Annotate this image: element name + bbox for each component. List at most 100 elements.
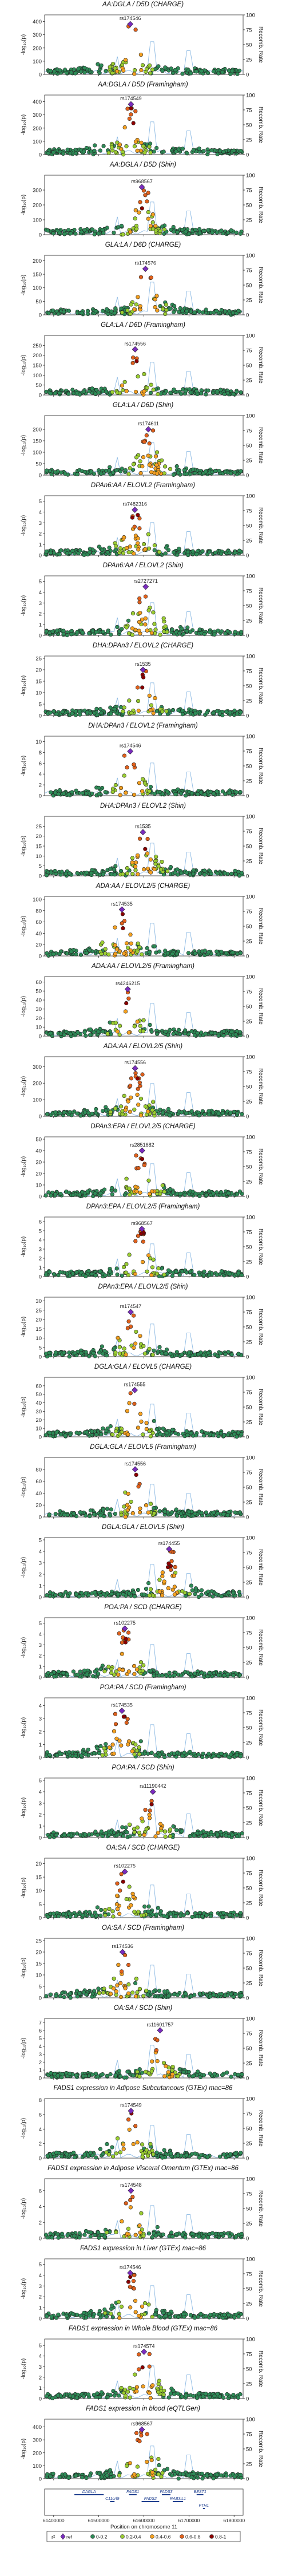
snp-point — [195, 1031, 200, 1036]
y2-tick-label: 75 — [246, 1230, 252, 1236]
y-tick-label: 150 — [33, 272, 42, 278]
snp-point — [75, 472, 80, 476]
panel-title: DPAn6:AA / ELOVL2 (Shin) — [102, 562, 184, 569]
snp-point — [196, 1594, 201, 1599]
snp-point — [238, 1911, 243, 1915]
y-tick-label: 20 — [35, 1950, 42, 1956]
snp-point — [218, 1351, 223, 1356]
snp-point — [46, 311, 51, 315]
snp-point — [148, 1587, 153, 1591]
snp-point — [143, 547, 148, 551]
y-tick-label: 30 — [35, 1409, 42, 1415]
snp-point — [224, 951, 229, 955]
snp-point — [235, 389, 239, 394]
snp-point — [209, 1030, 214, 1036]
snp-point — [198, 790, 203, 795]
snp-point — [99, 1907, 104, 1913]
snp-point — [80, 791, 85, 795]
y-tick-label: 3 — [39, 1716, 42, 1722]
snp-point — [206, 70, 210, 75]
snp-point — [144, 433, 149, 438]
y-tick-label: 0 — [39, 1435, 42, 1441]
snp-point — [113, 1511, 117, 1516]
lead-snp-marker — [132, 507, 138, 513]
snp-point — [232, 1432, 237, 1436]
snp-point — [194, 389, 199, 393]
snp-point — [196, 1352, 201, 1357]
snp-point — [124, 1897, 129, 1902]
snp-point — [138, 1024, 142, 1028]
snp-point — [54, 1833, 58, 1838]
snp-point — [202, 1269, 206, 1274]
panel-title: DPAn6:AA / ELOVL2 (Framingham) — [90, 482, 196, 489]
snp-point — [136, 1587, 140, 1593]
snp-point — [126, 1099, 130, 1104]
snp-point — [127, 1401, 132, 1405]
y2-tick-label: 0 — [246, 874, 249, 880]
y-tick-label: 1 — [39, 1583, 42, 1590]
y2-tick-label: 0 — [246, 1835, 249, 1842]
y2-axis-label: Recomb. Rate — [257, 748, 264, 784]
snp-point — [132, 1830, 137, 1835]
snp-point — [65, 147, 70, 152]
snp-point — [190, 467, 195, 472]
lead-snp-marker — [145, 426, 152, 433]
snp-point — [134, 389, 138, 394]
snp-point — [122, 125, 127, 130]
snp-point — [123, 1108, 128, 1112]
snp-point — [124, 1262, 129, 1266]
snp-point — [103, 1273, 108, 1278]
snp-point — [110, 1743, 115, 1747]
lead-snp-label: rs2851682 — [130, 1142, 154, 1148]
snp-point — [197, 1194, 202, 1198]
y-tick-label: 1 — [39, 1664, 42, 1670]
snp-point — [108, 1109, 113, 1115]
y-axis-label: -log₁₀(p) — [21, 996, 27, 1017]
snp-point — [114, 1669, 118, 1674]
y2-tick-label: 75 — [246, 27, 252, 34]
snp-point — [237, 1673, 243, 1677]
y-tick-label: 50 — [35, 461, 42, 468]
snp-point — [202, 792, 207, 797]
y-tick-label: 0 — [39, 152, 42, 159]
snp-point — [233, 1032, 238, 1037]
snp-point — [51, 231, 55, 236]
snp-point — [134, 1748, 139, 1753]
snp-point — [120, 383, 124, 388]
snp-point — [116, 1672, 121, 1677]
snp-point — [120, 627, 124, 631]
snp-point — [106, 1664, 111, 1669]
lead-snp-marker — [138, 1226, 145, 1232]
snp-point — [67, 1591, 72, 1595]
snp-point — [166, 1107, 171, 1111]
regional-plot-panel: OA:SA / SCD (Framingham) 0 5 10 15 20 25 0 25 50 7… — [0, 1925, 286, 2005]
y-tick-label: 4 — [39, 590, 42, 596]
y-tick-label: 20 — [35, 1171, 42, 1178]
snp-point — [90, 227, 94, 232]
snp-point — [140, 952, 144, 957]
y2-tick-label: 25 — [246, 1901, 252, 1907]
snp-point — [218, 149, 223, 153]
snp-point — [201, 149, 206, 153]
snp-point — [165, 951, 170, 955]
snp-point — [197, 627, 202, 632]
y-tick-label: 0 — [39, 793, 42, 800]
snp-point — [156, 64, 161, 69]
regional-plot-panel: DHA:DPAn3 / ELOVL2 (Framingham) 0 2 4 6 8 10 0 2… — [0, 722, 286, 803]
y-axis-label: -log₁₀(p) — [21, 1156, 27, 1177]
snp-point — [224, 1833, 228, 1838]
snp-point — [217, 469, 221, 473]
y2-tick-label: 25 — [246, 218, 252, 224]
snp-point — [138, 611, 142, 615]
snp-point — [158, 228, 162, 234]
snp-point — [110, 1192, 114, 1196]
snp-point — [124, 144, 129, 149]
lead-snp-marker — [132, 1386, 138, 1393]
snp-point — [136, 513, 140, 517]
snp-point — [217, 711, 222, 716]
y-tick-label: 6 — [39, 761, 42, 767]
snp-point — [175, 867, 180, 872]
y-tick-label: 20 — [35, 667, 42, 674]
snp-point — [150, 1431, 155, 1435]
